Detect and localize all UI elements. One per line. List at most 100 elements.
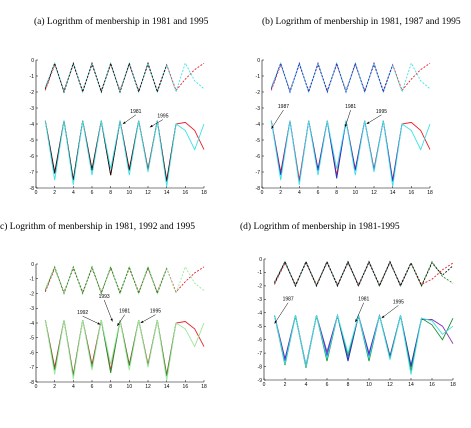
y-tick-label: -4	[258, 311, 263, 317]
series-line-5	[44, 320, 205, 381]
x-tick-label: 6	[91, 190, 94, 196]
x-tick-label: 8	[347, 382, 350, 388]
x-tick-label: 2	[53, 384, 56, 390]
y-tick-label: 0	[259, 257, 262, 263]
annotation-label: 1995	[393, 299, 404, 305]
x-tick-label: 8	[109, 190, 112, 196]
x-tick-label: 8	[109, 384, 112, 390]
series-line-2	[44, 265, 168, 295]
x-tick-label: 2	[284, 382, 287, 388]
y-tick-label: -4	[30, 321, 35, 327]
x-tick-label: 6	[91, 384, 94, 390]
annotation-arrowhead	[117, 323, 120, 326]
annotation-arrow	[355, 302, 364, 323]
y-tick-label: -7	[30, 365, 35, 371]
x-tick-label: 8	[335, 190, 338, 196]
x-tick-label: 18	[201, 190, 207, 196]
y-tick-label: -2	[256, 90, 261, 96]
y-tick-label: -1	[256, 74, 261, 80]
x-tick-label: 6	[326, 382, 329, 388]
series-line-1	[270, 61, 431, 94]
x-tick-label: 14	[408, 382, 414, 388]
annotation-arrowhead	[344, 124, 348, 128]
y-tick-label: 0	[31, 58, 34, 64]
x-tick-label: 16	[183, 384, 189, 390]
annotation-label: 1995	[150, 309, 161, 315]
y-tick-label: -5	[258, 324, 263, 330]
x-tick-label: 2	[53, 190, 56, 196]
series-line-5	[44, 120, 205, 187]
annotation-label: 1981	[345, 104, 356, 110]
annotation-arrowhead	[140, 320, 144, 323]
annotation-arrowhead	[274, 320, 277, 324]
annotation-arrow	[344, 109, 351, 128]
y-tick-label: -1	[30, 74, 35, 80]
y-tick-label: -9	[258, 378, 263, 384]
x-tick-label: 10	[127, 190, 133, 196]
annotation-label: 1992	[77, 310, 88, 316]
annotation-label: 1995	[157, 114, 168, 120]
y-tick-label: -3	[30, 106, 35, 112]
x-tick-label: 12	[145, 384, 151, 390]
annotation-arrowhead	[122, 121, 126, 124]
series-line-5	[270, 120, 431, 187]
y-tick-label: -7	[256, 170, 261, 176]
annotation-arrowhead	[110, 318, 113, 322]
annotation-arrowhead	[355, 319, 358, 323]
series-line-1	[44, 61, 205, 94]
annotation-arrow	[140, 314, 156, 324]
x-tick-label: 4	[298, 190, 301, 196]
x-tick-label: 2	[279, 190, 282, 196]
panel-title-a: (a) Logrithm of menbership in 1981 and 1…	[34, 17, 209, 27]
annotation-arrow	[271, 109, 284, 129]
annotation-arrow	[82, 315, 101, 325]
y-tick-label: -6	[30, 154, 35, 160]
annotation-arrow	[366, 114, 382, 125]
annotation-arrow	[274, 302, 289, 324]
x-tick-label: 18	[450, 382, 456, 388]
x-tick-label: 0	[35, 384, 38, 390]
x-tick-label: 18	[427, 190, 433, 196]
y-tick-label: -3	[258, 297, 263, 303]
x-tick-label: 10	[353, 190, 359, 196]
y-tick-label: -2	[30, 90, 35, 96]
series-line-7	[274, 313, 454, 375]
annotation-arrowhead	[97, 322, 101, 325]
x-tick-label: 16	[429, 382, 435, 388]
series-line-1	[44, 265, 205, 295]
series-line-2	[44, 61, 168, 94]
x-tick-label: 12	[387, 382, 393, 388]
series-line-3	[274, 260, 454, 288]
y-tick-label: -2	[30, 291, 35, 297]
x-tick-label: 12	[371, 190, 377, 196]
x-tick-label: 14	[164, 190, 170, 196]
x-tick-label: 10	[366, 382, 372, 388]
x-tick-label: 4	[72, 384, 75, 390]
annotation-label: 1981	[358, 297, 369, 303]
x-tick-label: 16	[409, 190, 415, 196]
annotation-label: 1993	[99, 294, 110, 300]
annotation-label: 1987	[283, 297, 294, 303]
y-tick-label: -1	[30, 277, 35, 283]
y-tick-label: -4	[256, 122, 261, 128]
y-tick-label: -8	[30, 186, 35, 192]
y-tick-label: -8	[30, 380, 35, 386]
y-tick-label: 0	[31, 262, 34, 268]
annotation-arrowhead	[271, 125, 274, 129]
annotation-label: 1987	[278, 104, 289, 110]
annotation-label: 1981	[130, 109, 141, 115]
panel-title-c: c) Logrithm of menbership in 1981, 1992 …	[0, 222, 195, 232]
annotation-arrow	[381, 305, 399, 319]
x-tick-label: 12	[145, 190, 151, 196]
y-tick-label: -3	[30, 306, 35, 312]
x-tick-label: 14	[390, 190, 396, 196]
annotation-arrowhead	[366, 121, 370, 124]
x-tick-label: 14	[164, 384, 170, 390]
annotation-arrow	[103, 299, 113, 322]
y-tick-label: -6	[256, 154, 261, 160]
x-tick-label: 6	[317, 190, 320, 196]
y-tick-label: -6	[30, 350, 35, 356]
